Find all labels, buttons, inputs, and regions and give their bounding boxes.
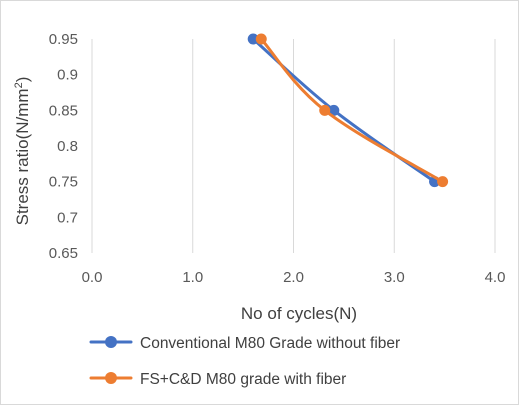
series-0-point-0 [247, 33, 259, 45]
series-lines [247, 33, 449, 188]
y-axis-title-main: Stress ratio(N/mm [13, 88, 32, 225]
y-tick-label: 0.8 [57, 138, 78, 155]
y-tick-label: 0.85 [49, 102, 78, 119]
legend-label-fs-cd: FS+C&D M80 grade with fiber [140, 371, 346, 388]
gridlines [91, 39, 496, 253]
series-1-point-0 [255, 33, 267, 45]
legend-label-conventional: Conventional M80 Grade without fiber [140, 335, 400, 352]
y-tick-labels: 0.65 0.7 0.75 0.8 0.85 0.9 0.95 [49, 31, 78, 262]
y-tick-label: 0.75 [49, 174, 78, 191]
x-tick-label: 4.0 [485, 269, 506, 286]
series-line-1 [259, 37, 445, 184]
y-tick-label: 0.9 [57, 67, 78, 84]
y-axis-title-close: ) [13, 77, 32, 83]
series-1-point-2 [437, 176, 449, 188]
legend: Conventional M80 Grade without fiber FS+… [89, 335, 400, 388]
y-tick-label: 0.7 [57, 209, 78, 226]
x-axis-title: No of cycles(N) [241, 304, 357, 323]
series-1-point-1 [319, 104, 331, 116]
legend-marker-fs-cd [105, 372, 117, 384]
legend-marker-conventional [105, 336, 117, 348]
x-tick-label: 0.0 [82, 269, 103, 286]
legend-entry-conventional: Conventional M80 Grade without fiber [89, 335, 400, 352]
x-tick-label: 3.0 [384, 269, 405, 286]
legend-entry-fs-cd: FS+C&D M80 grade with fiber [89, 371, 346, 388]
y-tick-label: 0.95 [49, 31, 78, 48]
x-tick-label: 1.0 [182, 269, 203, 286]
series-0-point-1 [328, 104, 340, 116]
x-tick-labels: 0.0 1.0 2.0 3.0 4.0 [82, 269, 506, 286]
y-axis-title: Stress ratio(N/mm2) [13, 77, 32, 226]
x-tick-label: 2.0 [283, 269, 304, 286]
y-tick-label: 0.65 [49, 245, 78, 262]
y-axis-title-superscript: 2 [13, 82, 25, 88]
